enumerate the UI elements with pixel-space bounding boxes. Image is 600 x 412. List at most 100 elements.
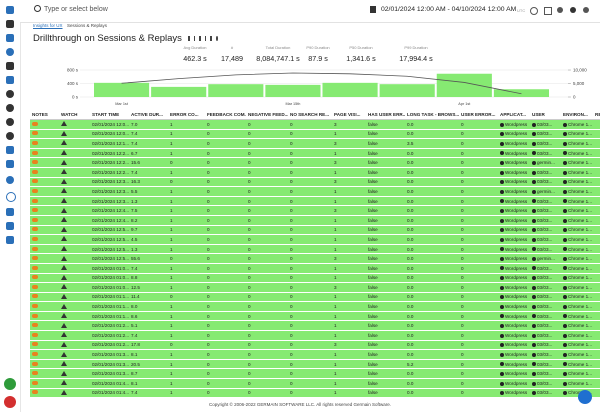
note-icon[interactable] <box>32 150 38 155</box>
note-icon[interactable] <box>32 140 38 145</box>
watch-icon[interactable] <box>61 265 67 271</box>
nav-icon[interactable] <box>6 236 14 244</box>
nav-icon[interactable] <box>6 132 14 140</box>
column-header[interactable]: NEGATIVE FEED... <box>246 110 288 120</box>
nav-icon[interactable] <box>6 176 14 184</box>
watch-icon[interactable] <box>61 341 67 347</box>
column-header[interactable]: NO SEARCH RE... <box>288 110 332 120</box>
watch-icon[interactable] <box>61 322 67 328</box>
note-icon[interactable] <box>32 390 38 395</box>
column-header[interactable]: ERROR CO... <box>168 110 205 120</box>
watch-icon[interactable] <box>61 351 67 357</box>
note-icon[interactable] <box>32 169 38 174</box>
watch-icon[interactable] <box>61 226 67 232</box>
watch-icon[interactable] <box>61 332 67 338</box>
watch-icon[interactable] <box>61 284 67 290</box>
note-icon[interactable] <box>32 352 38 357</box>
note-icon[interactable] <box>32 131 38 136</box>
nav-icon[interactable] <box>6 34 14 42</box>
note-icon[interactable] <box>32 294 38 299</box>
note-icon[interactable] <box>32 179 38 184</box>
watch-icon[interactable] <box>61 198 67 204</box>
expand-icon[interactable] <box>544 7 552 15</box>
edit-icon[interactable] <box>188 36 190 41</box>
watch-icon[interactable] <box>61 207 67 213</box>
note-icon[interactable] <box>32 236 38 241</box>
column-header[interactable]: USER ERROR... <box>459 110 498 120</box>
note-icon[interactable] <box>32 275 38 280</box>
column-header[interactable]: APPLICAT... <box>498 110 530 120</box>
watch-icon[interactable] <box>61 370 67 376</box>
watch-icon[interactable] <box>61 303 67 309</box>
print-icon[interactable] <box>210 36 212 41</box>
nav-icon[interactable] <box>6 160 14 168</box>
calendar-icon[interactable] <box>193 36 196 41</box>
watch-icon[interactable] <box>61 121 67 127</box>
nav-icon[interactable] <box>6 90 14 98</box>
watch-icon[interactable] <box>61 274 67 280</box>
watch-icon[interactable] <box>61 361 67 367</box>
nav-icon[interactable] <box>6 222 14 230</box>
note-icon[interactable] <box>32 227 38 232</box>
watch-icon[interactable] <box>61 246 67 252</box>
column-header[interactable]: ACTIVE DUR... <box>129 110 168 120</box>
note-icon[interactable] <box>32 361 38 366</box>
note-icon[interactable] <box>32 121 38 126</box>
column-header[interactable]: REF <box>593 110 600 120</box>
watch-icon[interactable] <box>61 140 67 146</box>
chat-button[interactable] <box>578 390 592 404</box>
column-header[interactable]: USER <box>530 110 561 120</box>
nav-icon[interactable] <box>6 76 14 84</box>
watch-icon[interactable] <box>61 255 67 261</box>
alert-button[interactable] <box>4 396 16 408</box>
watch-icon[interactable] <box>61 130 67 136</box>
watch-icon[interactable] <box>61 169 67 175</box>
note-icon[interactable] <box>32 371 38 376</box>
note-icon[interactable] <box>32 265 38 270</box>
info-icon[interactable] <box>215 36 218 41</box>
note-icon[interactable] <box>32 188 38 193</box>
note-icon[interactable] <box>32 323 38 328</box>
watch-icon[interactable] <box>61 380 67 386</box>
note-icon[interactable] <box>32 313 38 318</box>
note-icon[interactable] <box>32 208 38 213</box>
watch-icon[interactable] <box>61 217 67 223</box>
watch-icon[interactable] <box>61 313 67 319</box>
note-icon[interactable] <box>32 160 38 165</box>
nav-icon[interactable] <box>6 6 14 14</box>
info-icon[interactable] <box>570 7 576 13</box>
nav-icon[interactable] <box>6 118 14 126</box>
note-icon[interactable] <box>32 284 38 289</box>
share-icon[interactable] <box>204 36 207 41</box>
column-header[interactable]: FEEDBACK COM... <box>205 110 246 120</box>
watch-icon[interactable] <box>61 150 67 156</box>
note-icon[interactable] <box>32 332 38 337</box>
note-icon[interactable] <box>32 342 38 347</box>
column-header[interactable]: PAGE VISI... <box>332 110 366 120</box>
watch-icon[interactable] <box>61 188 67 194</box>
column-header[interactable]: ENVIRON... <box>561 110 593 120</box>
settings-icon[interactable] <box>557 7 563 13</box>
watch-icon[interactable] <box>61 178 67 184</box>
watch-icon[interactable] <box>61 389 67 395</box>
nav-icon[interactable] <box>6 20 14 28</box>
status-button[interactable] <box>4 378 16 390</box>
refresh-icon[interactable] <box>530 7 538 15</box>
column-header[interactable]: START TIME <box>90 110 129 120</box>
note-icon[interactable] <box>32 304 38 309</box>
note-icon[interactable] <box>32 198 38 203</box>
note-icon[interactable] <box>32 246 38 251</box>
nav-icon[interactable] <box>6 192 16 202</box>
watch-icon[interactable] <box>61 236 67 242</box>
nav-icon[interactable] <box>6 146 14 154</box>
date-range[interactable]: 02/01/2024 12:00 AM - 04/10/2024 12:00 A… <box>381 6 517 13</box>
nav-icon[interactable] <box>6 48 14 56</box>
nav-icon[interactable] <box>6 104 14 112</box>
column-header[interactable]: HAS USER ERR... <box>366 110 405 120</box>
watch-icon[interactable] <box>61 159 67 165</box>
column-header[interactable]: LONG TASK - BROWS... <box>405 110 459 120</box>
column-header[interactable]: NOTES <box>30 110 59 120</box>
column-header[interactable]: WATCH <box>59 110 90 120</box>
breadcrumb-link[interactable]: Insights for UX <box>33 23 63 28</box>
note-icon[interactable] <box>32 380 38 385</box>
